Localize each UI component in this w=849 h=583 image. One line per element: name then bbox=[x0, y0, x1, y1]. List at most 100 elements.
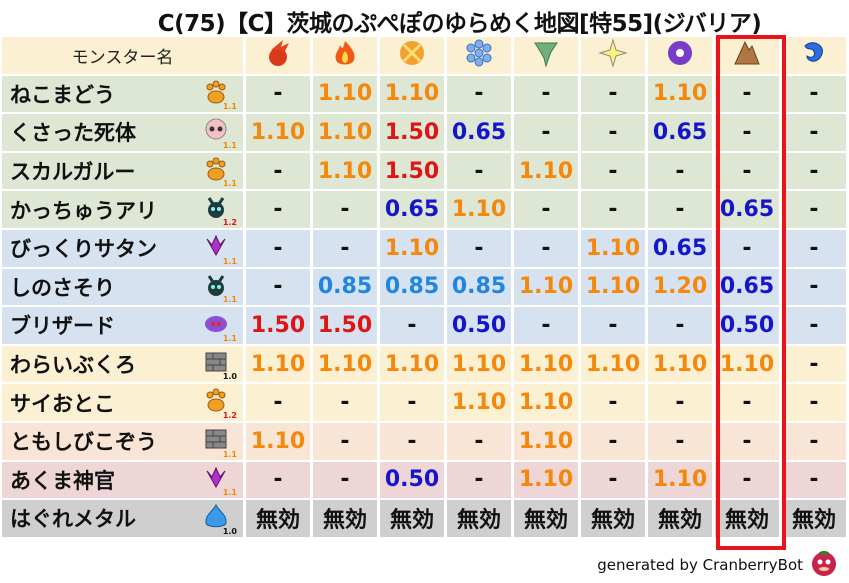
resistance-value: - bbox=[514, 75, 578, 113]
resistance-value: - bbox=[782, 384, 846, 421]
monster-name-cell: スカルガルー 1.1 bbox=[2, 152, 243, 190]
insect-type-icon bbox=[207, 274, 225, 296]
element-header bbox=[447, 37, 511, 74]
resistance-value: 1.10 bbox=[514, 152, 578, 190]
resistance-value: - bbox=[514, 191, 578, 228]
insect-type-icon bbox=[207, 197, 225, 219]
resistance-value: 1.10 bbox=[514, 345, 578, 383]
resistance-value: - bbox=[782, 75, 846, 113]
table-row: ねこまどう 1.1-1.10 1.10- - -1.10- - bbox=[2, 75, 846, 113]
cranberrybot-icon bbox=[812, 551, 836, 576]
level-badge: 1.1 bbox=[222, 102, 237, 112]
element-type-icon bbox=[205, 316, 227, 333]
resistance-value: 0.50 bbox=[715, 307, 779, 344]
table-row: びっくりサタン 1.1- -1.10- -1.10 0.65- - bbox=[2, 229, 846, 267]
level-badge: 1.2 bbox=[222, 217, 237, 227]
resistance-value: - bbox=[715, 152, 779, 190]
resistance-value: 1.10 bbox=[313, 345, 377, 383]
highlight-column-box bbox=[716, 35, 786, 550]
level-badge: 1.0 bbox=[222, 372, 237, 382]
resistance-value: 1.10 bbox=[514, 422, 578, 460]
resistance-value: 1.10 bbox=[447, 384, 511, 421]
resistance-value: 0.65 bbox=[648, 229, 712, 267]
beast-type-icon bbox=[206, 80, 226, 104]
resistance-value: - bbox=[447, 152, 511, 190]
monster-name-cell: びっくりサタン 1.1 bbox=[2, 229, 243, 267]
resistance-value: - bbox=[447, 461, 511, 499]
resistance-value: 無効 bbox=[581, 500, 645, 537]
resistance-value: - bbox=[380, 384, 444, 421]
table-row: わらいぶくろ 1.0 1.10 1.10 1.10 1.10 1.10 1.10 1.10 1.1… bbox=[2, 345, 846, 383]
resistance-value: - bbox=[648, 191, 712, 228]
resistance-value: - bbox=[581, 75, 645, 113]
resistance-value: - bbox=[514, 307, 578, 344]
monster-name: ねこまどう bbox=[10, 82, 115, 107]
ice-icon bbox=[466, 39, 492, 67]
monster-name: ブリザード bbox=[10, 314, 115, 339]
resistance-value: 無効 bbox=[715, 500, 779, 537]
resistance-value: 1.10 bbox=[447, 345, 511, 383]
table-row: サイおとこ 1.2- - -1.10 1.10- - - - bbox=[2, 384, 846, 421]
resistance-value: - bbox=[715, 75, 779, 113]
wave-icon bbox=[804, 42, 823, 63]
monster-name-cell: あくま神官 1.1 bbox=[2, 461, 243, 499]
resistance-value: - bbox=[313, 384, 377, 421]
resistance-value: - bbox=[246, 268, 310, 306]
resistance-value: 0.85 bbox=[313, 268, 377, 306]
fire-icon bbox=[335, 41, 355, 65]
level-badge: 1.1 bbox=[222, 140, 237, 150]
resistance-value: - bbox=[715, 422, 779, 460]
resistance-value: - bbox=[581, 422, 645, 460]
resistance-value: 無効 bbox=[380, 500, 444, 537]
resistance-table: モンスター名 ねこまどう 1.1-1.10 1.10- - -1.10- - くさった死体 1.… bbox=[0, 35, 849, 539]
resistance-value: 1.50 bbox=[380, 114, 444, 151]
element-header bbox=[246, 37, 310, 74]
resistance-value: 0.85 bbox=[380, 268, 444, 306]
resistance-value: - bbox=[246, 152, 310, 190]
resistance-value: 1.10 bbox=[246, 114, 310, 151]
resistance-value: 1.10 bbox=[648, 461, 712, 499]
resistance-value: - bbox=[782, 229, 846, 267]
resistance-value: 0.65 bbox=[715, 191, 779, 228]
resistance-value: - bbox=[782, 114, 846, 151]
beast-type-icon bbox=[206, 157, 226, 181]
resistance-value: - bbox=[447, 75, 511, 113]
monster-name: サイおとこ bbox=[10, 391, 115, 416]
resistance-value: - bbox=[313, 422, 377, 460]
monster-name: あくま神官 bbox=[10, 468, 115, 493]
demon-type-icon bbox=[206, 234, 226, 256]
level-badge: 1.1 bbox=[222, 256, 237, 266]
monster-name: わらいぶくろ bbox=[10, 353, 136, 378]
resistance-value: - bbox=[782, 307, 846, 344]
resistance-value: - bbox=[648, 307, 712, 344]
resistance-value: - bbox=[648, 384, 712, 421]
monster-name-cell: ブリザード 1.1 bbox=[2, 307, 243, 344]
resistance-value: - bbox=[581, 461, 645, 499]
monster-name-cell: くさった死体 1.1 bbox=[2, 114, 243, 151]
monster-name: スカルガルー bbox=[10, 160, 136, 185]
monster-name: かっちゅうアリ bbox=[10, 198, 157, 223]
resistance-value: - bbox=[581, 191, 645, 228]
dark-icon bbox=[668, 41, 692, 66]
resistance-value: 0.65 bbox=[648, 114, 712, 151]
resistance-value: 1.50 bbox=[246, 307, 310, 344]
resistance-value: - bbox=[648, 152, 712, 190]
monster-name: ともしびこぞう bbox=[10, 430, 157, 455]
level-badge: 1.1 bbox=[222, 295, 237, 305]
monster-name: しのさそり bbox=[10, 275, 115, 300]
resistance-value: 1.10 bbox=[380, 75, 444, 113]
resistance-value: - bbox=[246, 461, 310, 499]
level-badge: 1.1 bbox=[222, 488, 237, 498]
monster-name-cell: サイおとこ 1.2 bbox=[2, 384, 243, 421]
resistance-value: 1.10 bbox=[581, 345, 645, 383]
resistance-value: 0.65 bbox=[447, 114, 511, 151]
resistance-value: - bbox=[246, 75, 310, 113]
resistance-value: - bbox=[514, 229, 578, 267]
resistance-value: - bbox=[447, 229, 511, 267]
resistance-value: 1.10 bbox=[581, 229, 645, 267]
table-row: スカルガルー 1.1-1.10 1.50-1.10- - - - bbox=[2, 152, 846, 190]
resistance-value: - bbox=[514, 114, 578, 151]
resistance-value: - bbox=[782, 461, 846, 499]
resistance-value: - bbox=[648, 422, 712, 460]
resistance-value: - bbox=[715, 384, 779, 421]
